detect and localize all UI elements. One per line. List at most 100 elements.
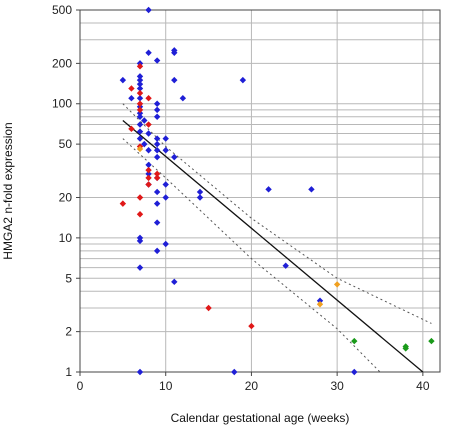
blue-data-point xyxy=(153,106,161,114)
blue-data-point xyxy=(171,49,178,56)
blue-data-point xyxy=(153,188,161,196)
green-data-point xyxy=(402,343,409,350)
blue-data-point xyxy=(162,194,169,201)
blue-data-point xyxy=(136,237,144,245)
red-data-point xyxy=(145,166,152,174)
blue-data-point xyxy=(141,117,148,124)
blue-data-point xyxy=(145,147,152,154)
blue-data-point xyxy=(153,153,161,161)
red-data-point xyxy=(205,304,212,312)
x-tick-label: 30 xyxy=(330,379,344,393)
x-tick-label: 10 xyxy=(159,379,173,393)
blue-data-point xyxy=(196,194,204,201)
blue-data-point xyxy=(136,110,144,117)
x-axis-title: Calendar gestational age (weeks) xyxy=(171,411,350,425)
x-tick-label: 40 xyxy=(416,379,430,393)
red-data-point xyxy=(128,85,135,92)
blue-data-point xyxy=(308,186,315,193)
blue-data-point xyxy=(179,94,187,102)
blue-data-point xyxy=(162,181,169,188)
blue-data-point xyxy=(196,188,204,196)
red-data-point xyxy=(153,170,161,178)
green-data-point xyxy=(351,337,358,345)
blue-data-point xyxy=(141,140,148,148)
blue-data-point xyxy=(145,49,152,56)
red-data-point xyxy=(136,106,144,114)
red-data-point xyxy=(145,181,152,188)
y-tick-label: 50 xyxy=(59,137,73,151)
orange-data-point xyxy=(136,145,144,153)
y-tick-label: 500 xyxy=(52,3,72,17)
blue-data-point xyxy=(239,76,247,84)
blue-data-point xyxy=(136,368,144,376)
y-tick-label: 2 xyxy=(65,325,72,339)
y-tick-label: 10 xyxy=(59,231,73,245)
blue-data-point xyxy=(153,147,161,154)
blue-data-point xyxy=(136,135,144,142)
blue-data-point xyxy=(282,262,289,269)
y-axis-title: HMGA2 n-fold expression xyxy=(1,122,15,259)
red-data-point xyxy=(153,174,161,182)
red-data-point xyxy=(136,89,144,97)
red-data-point xyxy=(145,121,152,128)
red-data-point xyxy=(136,63,144,70)
blue-data-point xyxy=(171,278,178,286)
blue-data-point xyxy=(351,368,358,376)
blue-data-point xyxy=(153,57,161,64)
blue-data-point xyxy=(231,368,238,376)
blue-data-point xyxy=(136,76,144,84)
y-tick-label: 200 xyxy=(52,56,72,70)
blue-data-point xyxy=(145,6,152,14)
blue-data-point xyxy=(136,73,144,80)
y-tick-label: 20 xyxy=(59,190,73,204)
blue-data-point xyxy=(136,121,144,128)
blue-data-point xyxy=(316,297,324,304)
blue-data-point xyxy=(153,247,161,255)
x-tick-label: 20 xyxy=(245,379,259,393)
blue-data-point xyxy=(153,140,161,148)
plot-frame xyxy=(79,9,441,373)
red-data-point xyxy=(145,174,152,182)
blue-data-point xyxy=(145,161,152,169)
blue-data-point xyxy=(153,135,161,142)
blue-data-point xyxy=(136,80,144,88)
blue-data-point xyxy=(265,186,272,193)
orange-data-point xyxy=(316,301,324,308)
blue-data-point xyxy=(153,113,161,120)
blue-data-point xyxy=(136,264,144,271)
red-data-point xyxy=(136,211,144,218)
red-data-point xyxy=(119,200,127,207)
blue-data-point xyxy=(145,170,152,178)
blue-data-point xyxy=(136,94,144,102)
blue-data-point xyxy=(162,135,169,142)
red-data-point xyxy=(128,125,135,133)
orange-data-point xyxy=(333,281,341,288)
blue-data-point xyxy=(128,94,135,102)
blue-data-point xyxy=(171,153,178,161)
green-data-point xyxy=(428,337,435,345)
blue-data-point xyxy=(153,219,161,226)
blue-data-point xyxy=(153,100,161,107)
y-tick-label: 100 xyxy=(52,97,72,111)
blue-data-point xyxy=(119,76,127,84)
blue-data-point xyxy=(153,200,161,207)
x-tick-label: 0 xyxy=(77,379,84,393)
blue-data-point xyxy=(162,240,169,248)
blue-data-point xyxy=(171,76,178,84)
regression-line xyxy=(122,120,424,372)
ci-upper-line xyxy=(122,103,432,324)
blue-data-point xyxy=(136,128,144,135)
ci-lower-line xyxy=(122,138,381,372)
red-data-point xyxy=(248,322,255,330)
red-data-point xyxy=(136,194,144,201)
red-data-point xyxy=(136,100,144,107)
blue-data-point xyxy=(136,113,144,120)
y-tick-label: 5 xyxy=(65,271,72,285)
blue-data-point xyxy=(162,147,169,154)
y-tick-label: 1 xyxy=(65,365,72,379)
red-data-point xyxy=(145,94,152,102)
blue-data-point xyxy=(136,85,144,92)
blue-data-point xyxy=(145,130,152,137)
